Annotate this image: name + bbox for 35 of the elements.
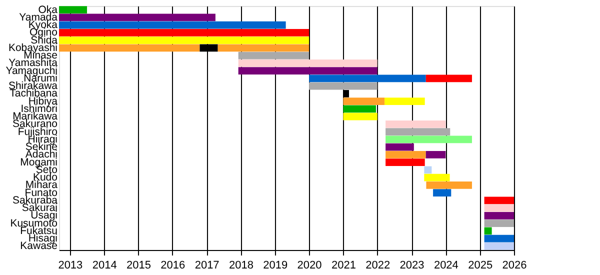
bar: [433, 189, 452, 196]
x-tick-label: 2026: [502, 260, 527, 272]
bar: [218, 44, 310, 52]
x-tick-label: 2024: [434, 260, 458, 272]
bar: [309, 82, 378, 90]
bar: [484, 242, 514, 250]
x-tick-label: 2017: [194, 260, 220, 272]
y-tick-label: Kawase: [20, 240, 58, 252]
x-tick-label: 2015: [126, 260, 151, 272]
bar: [386, 128, 450, 136]
bar: [386, 136, 472, 144]
bar: [484, 204, 514, 212]
bar: [59, 6, 88, 14]
x-tick-label: 2013: [58, 260, 83, 272]
bar: [238, 52, 310, 60]
bar: [309, 74, 426, 82]
bar: [343, 105, 376, 113]
x-tick-label: 2023: [400, 260, 424, 272]
bar: [59, 21, 286, 29]
bar: [484, 220, 514, 227]
x-tick-label: 2022: [366, 260, 390, 272]
bar: [484, 234, 514, 242]
x-tick-label: 2025: [468, 260, 493, 272]
x-tick-label: 2018: [228, 260, 254, 272]
bar: [386, 120, 446, 128]
x-tick-label: 2021: [331, 260, 356, 272]
x-tick-label: 2014: [92, 260, 117, 272]
bar: [426, 74, 472, 82]
bar: [238, 60, 378, 67]
bar: [424, 166, 432, 174]
x-tick-label: 2019: [263, 260, 288, 272]
x-tick-label: 2016: [160, 260, 186, 272]
bar: [384, 98, 425, 105]
x-tick-label: 2020: [297, 260, 322, 272]
bar: [484, 227, 492, 235]
